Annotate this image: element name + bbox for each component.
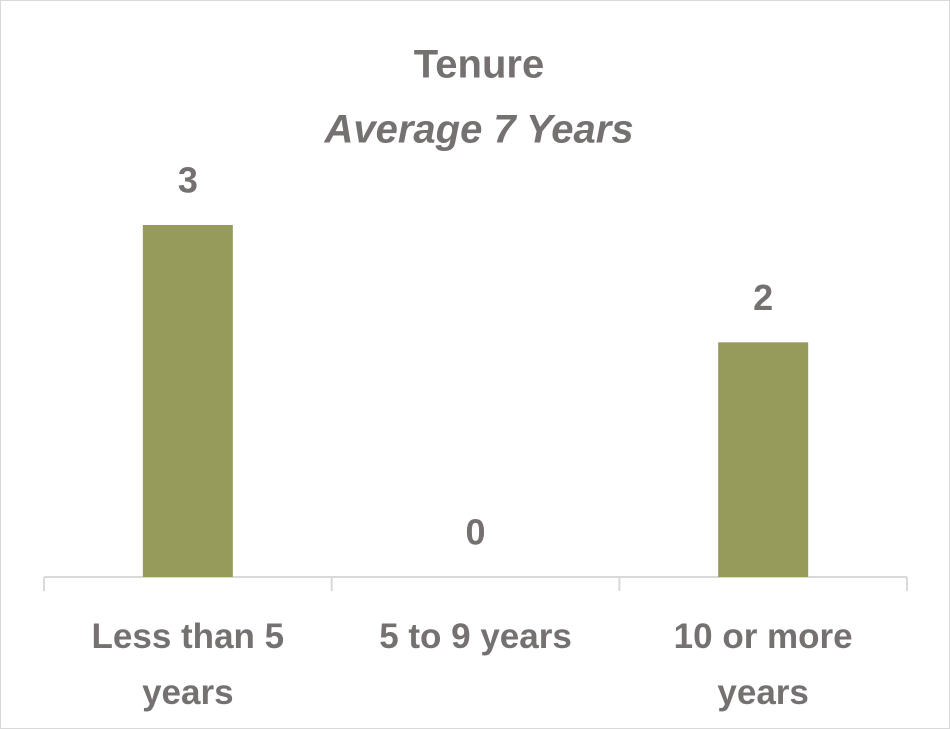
chart-subtitle: Average 7 Years xyxy=(323,108,633,152)
bar xyxy=(718,342,809,577)
x-tick-label: 5 to 9 years xyxy=(379,617,572,656)
data-label: 3 xyxy=(178,160,198,201)
x-tick-label: Less than 5 years xyxy=(91,617,285,712)
x-tick-label: 10 or more years xyxy=(673,617,853,712)
data-label: 2 xyxy=(753,277,773,318)
bar xyxy=(142,225,233,577)
chart-title: Tenure xyxy=(414,43,544,87)
data-label: 0 xyxy=(465,512,485,553)
